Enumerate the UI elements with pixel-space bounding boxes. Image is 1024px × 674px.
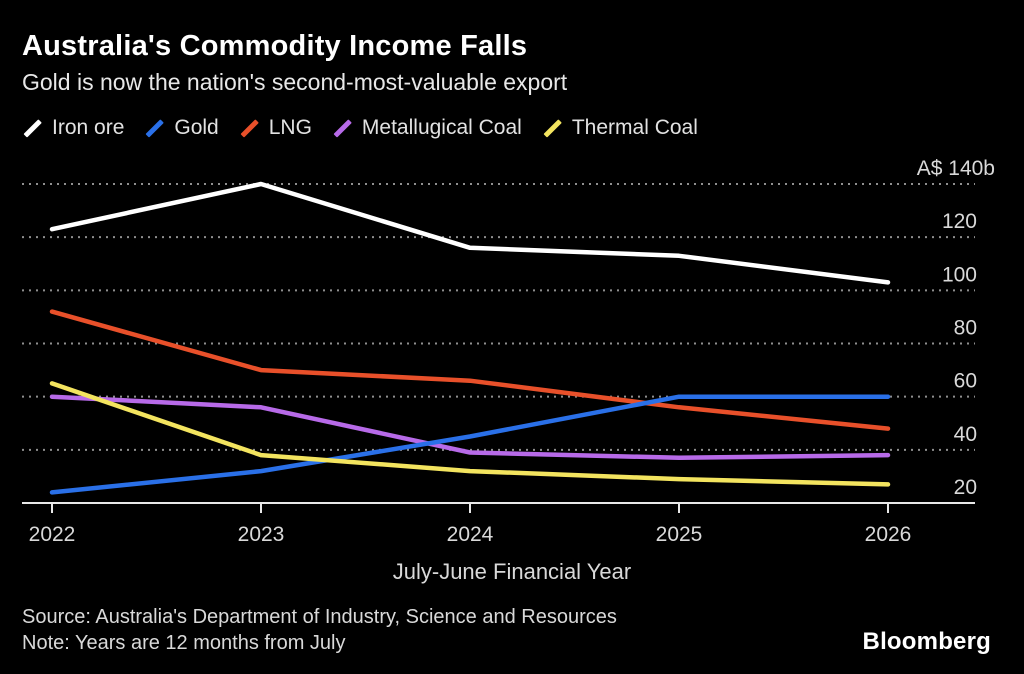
y-axis-label-20: 20 [954,476,977,499]
series-line-iron-ore [49,181,891,285]
x-axis-label-2025: 2025 [656,523,703,546]
y-axis-label-120: 120 [942,210,977,233]
legend-label: LNG [268,116,312,139]
x-axis-label-2022: 2022 [29,523,76,546]
legend-label: Gold [174,116,219,139]
legend-item-iron-ore: Iron ore [22,116,124,140]
y-axis-label-80: 80 [954,317,977,340]
legend-label: Thermal Coal [571,116,698,139]
legend-label: Metallugical Coal [361,116,522,139]
note-text: Note: Years are 12 months from July [22,632,346,654]
bloomberg-logo: Bloomberg [862,628,991,655]
series-line-lng [49,309,891,431]
chart-subtitle: Gold is now the nation's second-most-val… [22,69,568,95]
legend-item-metallugical-coal: Metallugical Coal [332,116,522,140]
legend-item-lng: LNG [239,116,312,140]
series-line-thermal-coal [49,381,891,487]
x-axis-label-2026: 2026 [865,523,912,546]
x-axis-label-2023: 2023 [238,523,285,546]
legend-item-gold: Gold [144,116,219,140]
source-text: Source: Australia's Department of Indust… [22,606,617,628]
series-line-gold [49,394,891,495]
legend-item-thermal-coal: Thermal Coal [542,116,698,140]
legend-label: Iron ore [52,116,125,139]
series-line-metallugical-coal [49,394,891,461]
legend: Iron ore Gold LNG Metallugical Coal Thermal … [22,113,698,143]
source-note-block: Source: Australia's Department of Indust… [22,604,617,656]
x-axis-label-2024: 2024 [447,523,494,546]
x-axis-title: July-June Financial Year [392,559,632,584]
y-axis-label-60: 60 [954,370,977,393]
y-axis-label-100: 100 [942,263,977,286]
chart-title: Australia's Commodity Income Falls [22,30,528,62]
y-axis-label-40: 40 [954,423,977,446]
y-axis-label-140: A$ 140b [917,157,995,180]
